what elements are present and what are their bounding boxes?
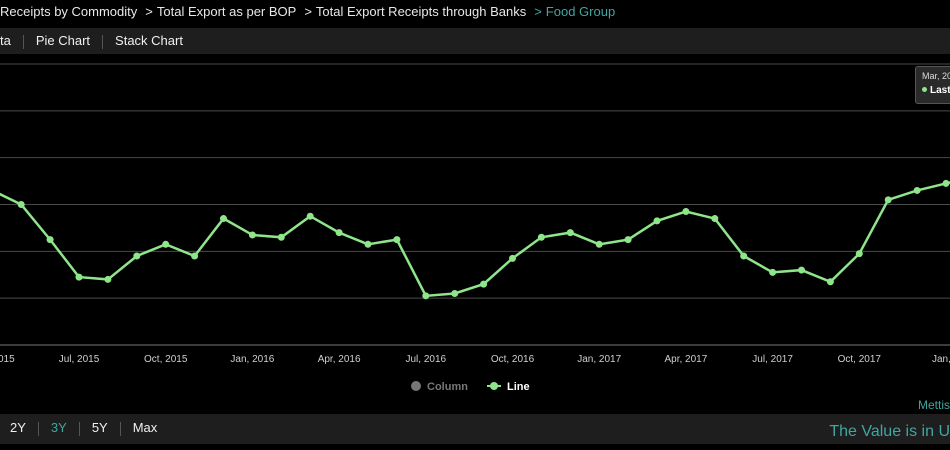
chart-tooltip: Mar, 20 Last [915,66,950,104]
data-point[interactable] [624,236,632,244]
breadcrumb-item-receipts[interactable]: Receipts by Commodity [0,4,138,19]
breadcrumb-item-total-export[interactable]: Total Export as per BOP [156,4,297,19]
data-point[interactable] [75,273,83,281]
data-point[interactable] [595,240,603,248]
range-divider [78,421,80,436]
breadcrumb: Receipts by Commodity > Total Export as pe… [0,0,950,26]
tab-stack-chart[interactable]: Stack Chart [115,33,183,48]
data-point[interactable] [364,240,372,248]
tab-pie-chart[interactable]: Pie Chart [35,33,91,48]
data-point[interactable] [17,201,25,208]
chart-type-toolbar: ta Pie Chart Stack Chart [0,28,950,54]
x-tick-label: Oct, 2017 [838,354,882,365]
tab-data[interactable]: ta [0,33,11,48]
data-point[interactable] [133,252,141,260]
x-tick-label: Jan, 2 [932,354,950,365]
data-point[interactable] [220,215,227,223]
breadcrumb-item-banks[interactable]: Total Export Receipts through Banks [315,4,527,19]
legend-line-label: Line [507,381,530,393]
data-point[interactable] [191,252,199,260]
data-point[interactable] [46,236,54,244]
toolbar-divider [22,34,24,49]
range-button-max[interactable]: Max [132,420,158,435]
grid [0,63,950,346]
legend-line-marker [487,381,501,391]
tooltip-series: Last [922,85,950,96]
range-button-3y[interactable]: 3Y [50,420,67,435]
breadcrumb-separator: > [534,4,542,19]
legend-column-marker [411,381,421,391]
range-divider [119,421,121,436]
tooltip-date: Mar, 20 [922,71,950,81]
data-point[interactable] [942,179,950,187]
x-tick-label: Oct, 2015 [144,354,188,365]
data-point[interactable] [277,233,285,241]
data-point[interactable] [104,275,112,283]
legend-column-label: Column [427,381,468,393]
line-chart: 015 Jul, 2015 Oct, 2015 Jan, 2016 Apr, 2016 J… [0,63,950,365]
data-point[interactable] [480,280,488,288]
data-point[interactable] [537,233,545,241]
range-button-5y[interactable]: 5Y [91,420,108,435]
tooltip-series-name: Last [930,85,950,96]
chart-legend: Column Line [0,380,950,396]
breadcrumb-separator: > [145,4,153,19]
data-point[interactable] [509,254,516,262]
data-point[interactable] [653,217,661,225]
x-tick-label: Jan, 2017 [577,354,621,365]
data-point[interactable] [884,196,892,204]
legend-item-column[interactable]: Column [411,380,468,394]
data-point[interactable] [798,266,805,274]
data-points [17,179,950,300]
x-tick-label: Oct, 2016 [491,354,535,365]
x-tick-label: Jul, 2015 [59,354,100,365]
data-point[interactable] [740,252,748,260]
chart-credit[interactable]: Mettis [917,398,950,412]
data-point[interactable] [913,186,921,194]
range-divider [37,421,39,436]
x-tick-label: Apr, 2016 [318,354,361,365]
data-point[interactable] [393,236,401,244]
data-point[interactable] [566,229,574,237]
data-point[interactable] [306,212,314,220]
x-tick-label: 015 [0,354,15,365]
legend-item-line[interactable]: Line [487,380,530,394]
range-selector: 2Y 3Y 5Y Max The Value is in U [0,414,950,444]
x-tick-label: Apr, 2017 [664,354,707,365]
data-point[interactable] [855,250,863,258]
data-point[interactable] [248,231,256,239]
value-unit-note: The Value is in U [829,423,950,440]
x-tick-label: Jul, 2016 [406,354,447,365]
data-point[interactable] [826,278,834,286]
x-tick-label: Jan, 2016 [230,354,274,365]
chart-area: 015 Jul, 2015 Oct, 2015 Jan, 2016 Apr, 2016 J… [0,54,950,412]
breadcrumb-separator: > [304,4,312,19]
x-axis-ticks: 015 Jul, 2015 Oct, 2015 Jan, 2016 Apr, 2016 J… [0,354,950,365]
range-button-2y[interactable]: 2Y [10,420,26,435]
breadcrumb-current: Food Group [545,4,616,19]
data-point[interactable] [422,292,430,300]
x-tick-label: Jul, 2017 [752,354,793,365]
data-point[interactable] [451,289,459,297]
data-point[interactable] [769,268,777,276]
data-point[interactable] [162,240,170,248]
data-point[interactable] [682,208,690,216]
toolbar-divider [102,34,104,49]
data-point[interactable] [335,229,343,237]
tooltip-series-dot [922,87,927,92]
series-line [0,181,950,298]
data-point[interactable] [711,215,719,223]
